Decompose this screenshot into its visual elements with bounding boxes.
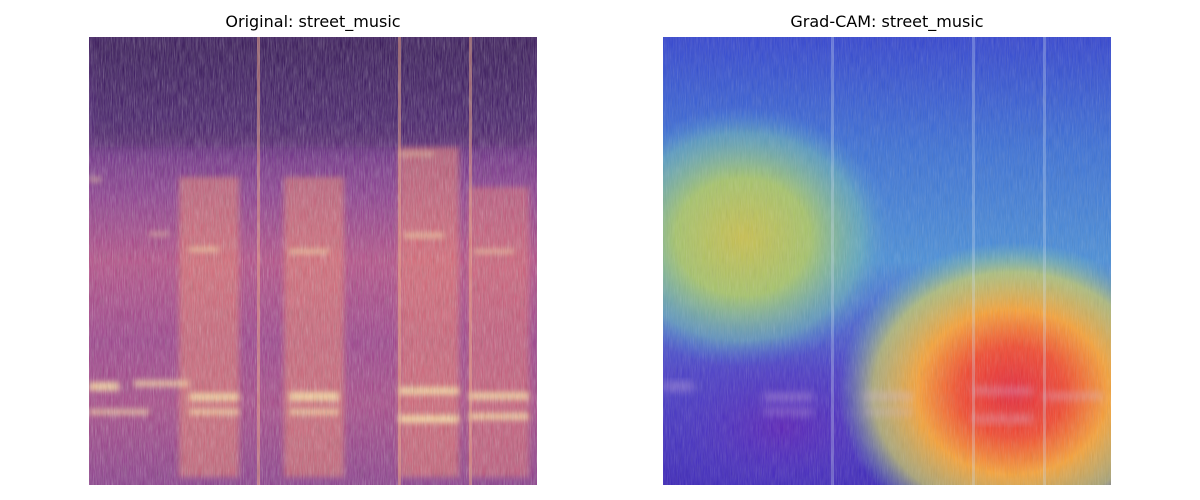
grad-cam-heatmap-image xyxy=(663,37,1111,485)
original-spectrogram-image xyxy=(89,37,537,485)
original-panel-title: Original: street_music xyxy=(225,12,401,31)
grad-cam-panel-title: Grad-CAM: street_music xyxy=(790,12,984,31)
